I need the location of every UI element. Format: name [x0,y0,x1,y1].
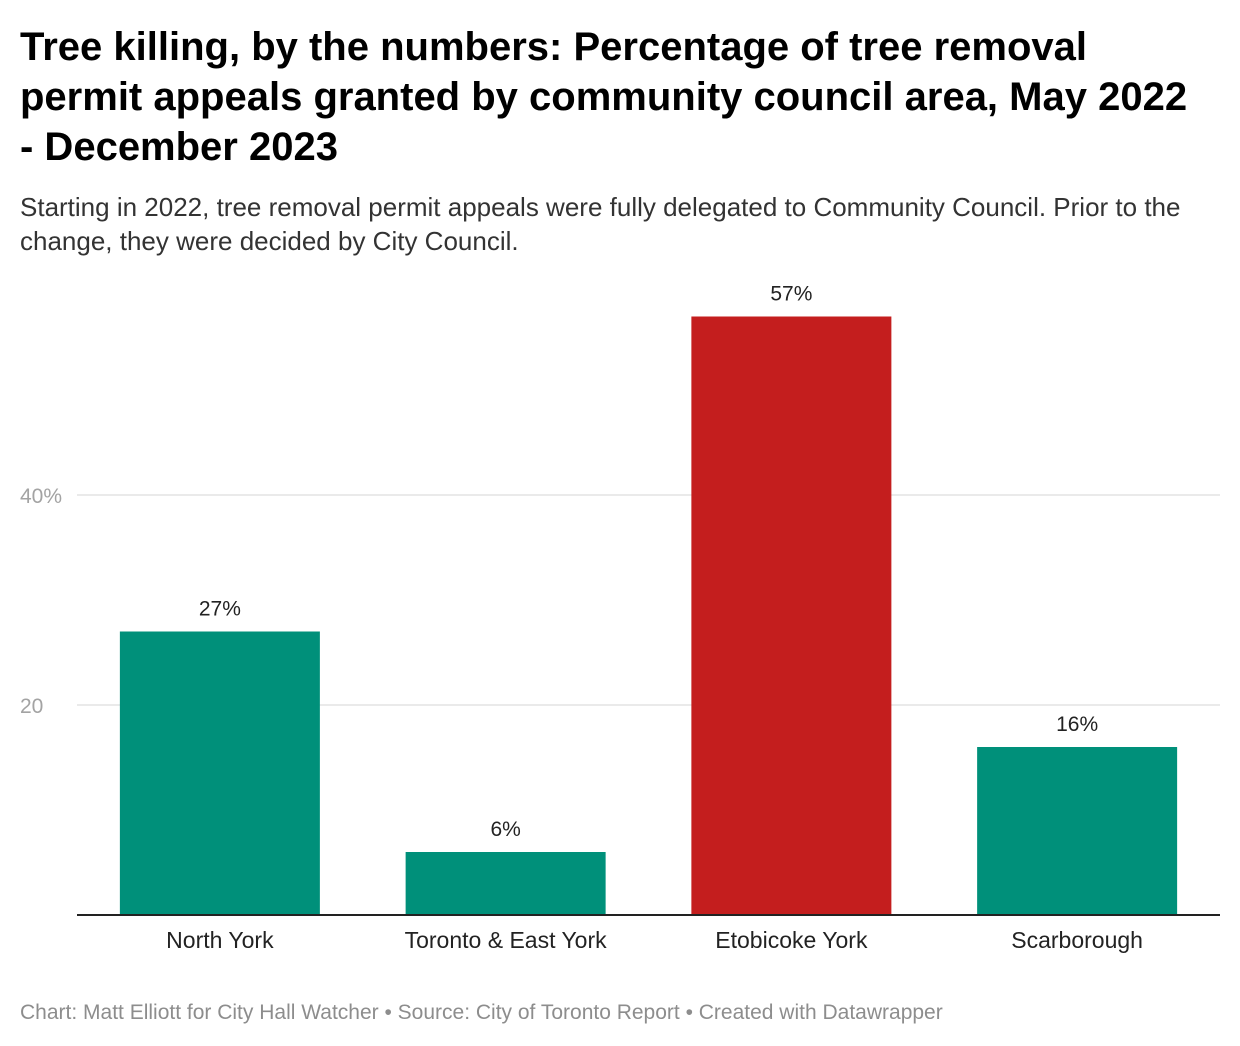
bar [119,631,320,915]
x-category-label: Scarborough [1011,927,1143,953]
bar-value-label: 6% [490,818,520,841]
bar-value-label: 57% [770,283,812,306]
chart-subtitle: Starting in 2022, tree removal permit ap… [20,192,1181,256]
x-category-label: North York [166,927,274,953]
bar [691,316,892,915]
y-tick-label: 20 [20,695,43,718]
x-category-label: Toronto & East York [405,927,608,953]
x-category-label: Etobicoke York [715,927,868,953]
bar-value-label: 16% [1056,713,1098,736]
bar [405,852,606,915]
bar [977,747,1178,915]
y-tick-label: 40% [20,485,62,508]
chart-title: Tree killing, by the numbers: Percentage… [20,25,1188,169]
chart-footer: Chart: Matt Elliott for City Hall Watche… [20,1001,943,1024]
bar-value-label: 27% [199,598,241,621]
